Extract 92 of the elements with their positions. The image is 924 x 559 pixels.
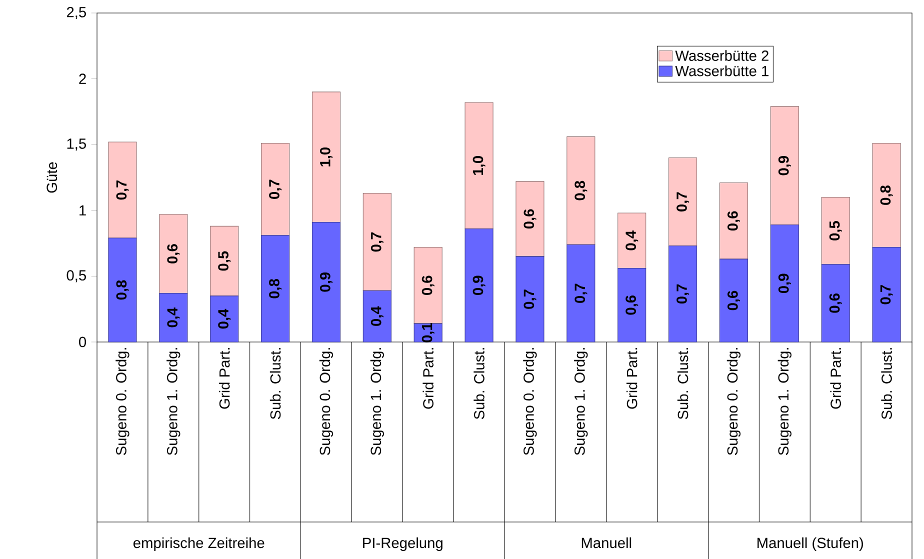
data-label: 0,9	[778, 274, 791, 294]
x-tick-label: Sub. Clust.	[881, 348, 892, 420]
bar	[362, 193, 392, 291]
bar	[618, 212, 646, 269]
data-label: 0,7	[116, 180, 129, 200]
text: PI-Regelung	[363, 537, 442, 552]
x-tick-label: Sugeno 1. Ordg.	[778, 348, 792, 456]
bar	[872, 246, 901, 342]
bar	[108, 238, 137, 342]
bar	[312, 92, 340, 222]
data-label: 0,7	[676, 284, 690, 304]
data-label: 0,9	[778, 156, 791, 176]
text: Manuell	[582, 537, 632, 548]
legend-label: Wasserbütte 2	[675, 50, 768, 61]
bar	[719, 258, 748, 342]
data-label: 0,8	[269, 278, 282, 298]
data-label: 0,1	[422, 323, 434, 342]
y-tick-label: 1,5	[67, 138, 86, 151]
bar	[516, 181, 544, 257]
bar	[821, 196, 850, 265]
y-tick-label: 0	[79, 336, 86, 348]
bar	[414, 246, 442, 324]
data-label: 0,7	[880, 285, 893, 304]
bar	[668, 157, 698, 246]
bar	[210, 226, 239, 296]
x-tick-label: Sugeno 1. Ordg.	[370, 348, 384, 456]
bar	[719, 182, 748, 260]
bar	[261, 143, 290, 236]
data-label: 0,5	[829, 221, 842, 240]
bar	[159, 293, 188, 342]
data-label: 0,4	[218, 308, 231, 329]
x-tick-label: Sugeno 0. Ordg.	[726, 348, 741, 456]
bar	[108, 142, 137, 238]
data-label: 0,8	[116, 280, 129, 300]
data-label: 0,6	[422, 276, 434, 296]
text: empirische Zeitreihe	[133, 537, 264, 552]
x-tick-label: Sugeno 1. Ordg.	[574, 348, 588, 456]
data-label: 0,6	[626, 295, 638, 315]
x-tick-label: Sugeno 0. Ordg.	[319, 348, 334, 456]
bar	[312, 222, 340, 342]
data-label: 0,6	[727, 290, 740, 310]
bar	[362, 290, 392, 342]
y-tick-label: 2,5	[66, 6, 86, 20]
y-tick-label: 2	[79, 74, 86, 84]
data-label: 0,4	[167, 308, 180, 328]
bar	[618, 268, 646, 342]
bar	[770, 224, 799, 342]
data-label: 0,9	[320, 272, 332, 292]
data-label: 0,6	[829, 293, 842, 313]
x-tick-label: Grid Part.	[626, 348, 638, 409]
bar	[770, 106, 799, 226]
x-tick-label: Sub. Clust.	[677, 348, 688, 420]
bar	[516, 256, 544, 342]
data-label: 0,7	[269, 180, 282, 199]
x-tick-label: Sugeno 1. Ordg.	[166, 348, 180, 456]
data-label: 0,7	[524, 290, 536, 309]
bar	[566, 244, 596, 342]
bar	[210, 296, 239, 342]
bar	[821, 264, 850, 342]
x-tick-label: Grid Part.	[218, 348, 230, 409]
data-label: 0,7	[574, 284, 588, 303]
data-label: 0,7	[676, 192, 690, 212]
y-tick-label: 1	[80, 205, 86, 216]
data-label: 0,6	[167, 244, 180, 264]
x-tick-label: Grid Part.	[422, 348, 434, 409]
bar	[159, 214, 188, 294]
data-label: 0,7	[370, 232, 384, 252]
text: Manuell (Stufen)	[758, 537, 863, 552]
x-tick-label: Grid Part.	[830, 348, 841, 409]
x-tick-label: Sugeno 0. Ordg.	[116, 348, 130, 456]
data-label: 0,6	[727, 211, 740, 231]
y-axis-title: Güte	[46, 162, 58, 193]
data-label: 0,4	[370, 306, 384, 326]
bar	[464, 228, 494, 342]
data-label: 0,4	[626, 230, 638, 250]
x-tick-label: Sub. Clust.	[474, 348, 484, 420]
bar	[464, 102, 494, 230]
x-tick-label: Sub. Clust.	[270, 348, 281, 420]
data-label: 0,5	[218, 251, 231, 271]
data-label: 1,0	[472, 156, 486, 175]
data-label: 0,8	[880, 186, 893, 205]
data-label: 0,6	[524, 209, 536, 229]
bar	[566, 136, 596, 245]
data-label: 0,9	[472, 276, 486, 296]
y-tick-label: 0,5	[66, 270, 86, 282]
x-tick-label: Sugeno 0. Ordg.	[523, 348, 537, 456]
data-label: 0,8	[574, 180, 588, 200]
bar	[668, 246, 698, 342]
data-label: 1,0	[320, 148, 332, 166]
legend-label: Wasserbütte 1	[675, 65, 768, 76]
bar	[261, 235, 290, 342]
bar	[872, 143, 901, 248]
